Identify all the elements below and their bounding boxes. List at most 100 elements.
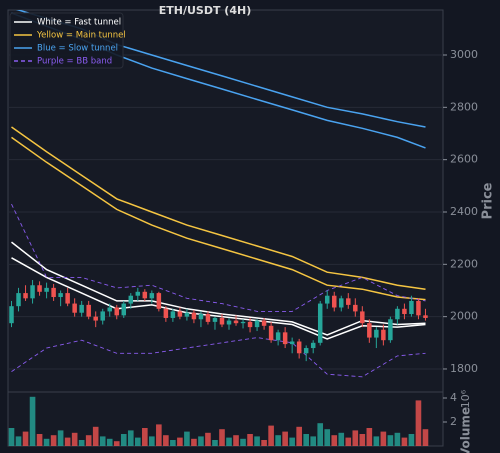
candle-body: [226, 320, 232, 325]
candle-body: [93, 316, 98, 321]
candle-body: [51, 287, 56, 298]
candle-body: [58, 293, 63, 298]
candle-body: [346, 298, 351, 305]
volume-bar: [99, 436, 106, 446]
candle-body: [37, 285, 42, 292]
volume-bar: [394, 432, 401, 446]
candle-body: [268, 325, 274, 341]
volume-bar: [331, 435, 338, 446]
candle-body: [240, 321, 246, 324]
y-tick-label: 4: [450, 391, 457, 404]
volume-bar: [113, 441, 120, 446]
candle-body: [142, 291, 148, 299]
candle-body: [16, 293, 21, 307]
candle-body: [353, 304, 358, 312]
tunnel-line: [11, 203, 426, 312]
candle-body: [275, 332, 281, 341]
candle-body: [324, 295, 330, 304]
candle-body: [184, 312, 190, 317]
candle-body: [121, 303, 127, 316]
y-tick-label: 1800: [450, 362, 478, 375]
candle-body: [205, 314, 211, 322]
volume-bar: [289, 437, 295, 446]
volume-bar: [22, 431, 29, 446]
volume-bar: [268, 425, 274, 446]
volume-bar: [134, 437, 141, 446]
candle-body: [388, 319, 393, 341]
volume-bar: [254, 436, 260, 446]
volume-bar: [184, 431, 190, 446]
volume-bar: [296, 426, 302, 446]
candle-body: [261, 320, 267, 326]
candle-body: [149, 293, 155, 299]
candle-body: [367, 323, 372, 338]
candle-body: [339, 298, 344, 308]
candle-body: [233, 320, 239, 324]
volume-bar: [247, 434, 253, 446]
candle-body: [198, 314, 204, 320]
volume-bar: [338, 432, 345, 446]
volume-bar: [156, 424, 162, 446]
volume-bar: [233, 435, 239, 446]
volume-bar: [226, 437, 232, 446]
volume-bar: [373, 436, 380, 446]
volume-bar: [387, 435, 394, 446]
volume-bar: [261, 440, 267, 446]
y-tick-label: 2: [450, 415, 457, 428]
volume-bar: [205, 432, 211, 446]
candle-body: [282, 332, 288, 345]
legend-box: [9, 12, 124, 69]
candle-body: [156, 293, 162, 309]
candle-body: [44, 287, 49, 292]
candle-body: [65, 293, 70, 304]
volume-bar: [240, 438, 246, 446]
volume-bar: [85, 435, 92, 446]
y-tick-label: 2800: [450, 100, 478, 113]
volume-bar: [177, 437, 183, 446]
volume-offset-label: 10⁶: [459, 389, 472, 408]
legend-label: Purple = BB band: [37, 57, 112, 67]
candle-body: [191, 312, 197, 320]
volume-bar: [71, 432, 78, 446]
candle-body: [135, 291, 141, 296]
tunnel-line: [11, 337, 426, 378]
candle-body: [9, 306, 14, 324]
candle-body: [423, 315, 428, 318]
volume-bar: [106, 438, 113, 446]
legend-label: White = Fast tunnel: [37, 18, 121, 28]
candle-body: [23, 293, 28, 299]
chart-title: ETH/USDT (4H): [159, 4, 251, 17]
volume-bar: [149, 436, 155, 446]
candle-body: [114, 307, 119, 316]
volume-bar: [57, 430, 64, 446]
volume-bar: [359, 434, 366, 446]
volume-bar: [415, 400, 422, 446]
candle-body: [107, 307, 112, 312]
candle-body: [310, 342, 316, 349]
volume-bar: [92, 426, 99, 446]
candle-body: [381, 329, 386, 341]
volume-bar: [127, 430, 134, 446]
candle-body: [170, 311, 176, 318]
y-tick-label: 3000: [450, 48, 478, 61]
volume-bar: [36, 434, 43, 446]
volume-bar: [142, 428, 148, 446]
y-tick-label: 2200: [450, 257, 478, 270]
volume-bar: [324, 429, 331, 446]
candle-body: [409, 300, 414, 315]
tunnel-line: [11, 136, 426, 301]
candle-body: [163, 308, 169, 318]
candle-body: [317, 303, 323, 343]
volume-bar: [352, 430, 359, 446]
volume-axis-label: Volume: [459, 407, 473, 453]
volume-bar: [8, 428, 15, 446]
volume-bar: [64, 437, 71, 446]
volume-bar: [191, 438, 197, 446]
tunnel-line: [11, 126, 426, 290]
volume-bar: [15, 436, 22, 446]
candle-body: [374, 329, 379, 338]
candle-body: [100, 311, 105, 321]
candle-body: [303, 348, 309, 354]
candle-body: [72, 303, 77, 313]
